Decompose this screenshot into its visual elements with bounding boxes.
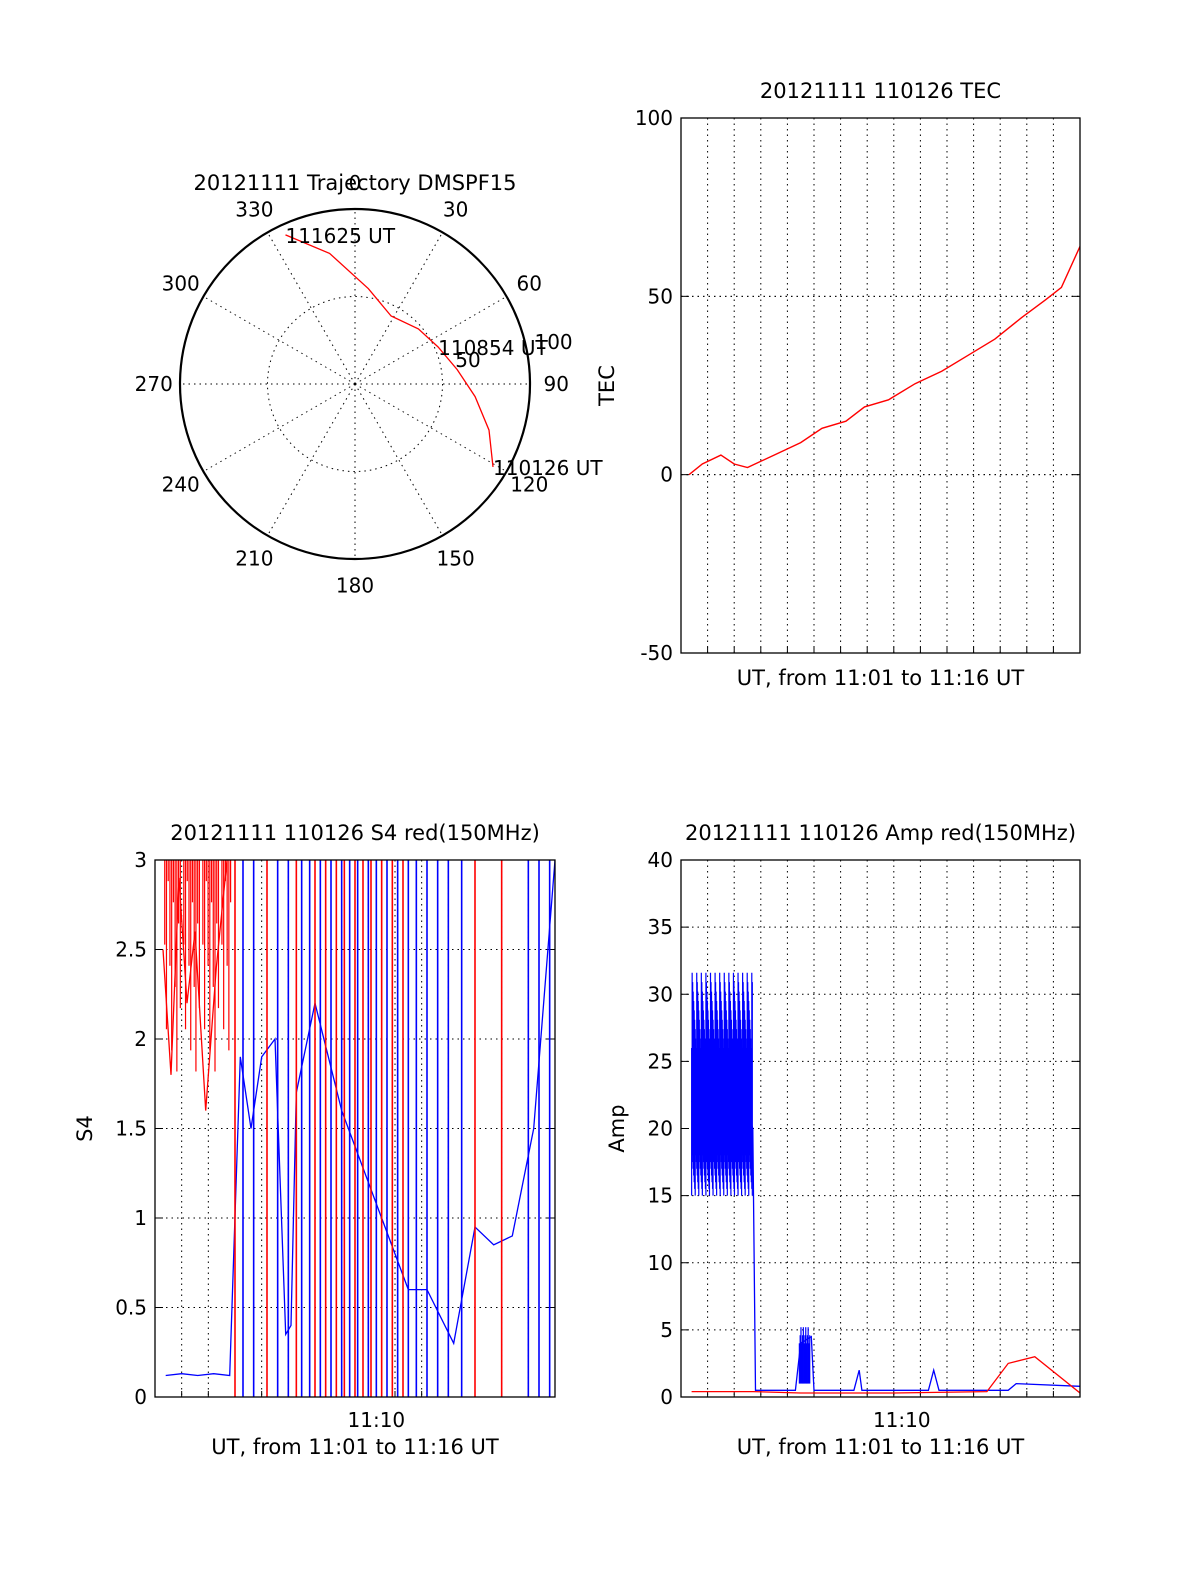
series-line-red	[162, 860, 228, 1111]
polar-angle-label: 0	[349, 171, 362, 195]
y-tick-label: 35	[648, 915, 673, 939]
series-group	[690, 972, 1080, 1394]
polar-angle-label: 240	[162, 473, 200, 497]
y-tick-label: 15	[648, 1184, 673, 1208]
y-tick-label: 0	[134, 1385, 147, 1409]
y-tick-label: 50	[648, 284, 673, 308]
series-group	[688, 246, 1080, 476]
polar-title: 20121111 Trajectory DMSPF15	[193, 171, 516, 195]
polar-angle-label: 330	[235, 198, 273, 222]
polar-spoke	[203, 383, 356, 472]
tec-line-plot: 20121111 110126 TEC -50 0 50 100 UT, from 11:…	[595, 79, 1081, 690]
s4-plot-title: 20121111 110126 S4 red(150MHz)	[170, 821, 540, 845]
polar-outer-circle	[178, 207, 532, 561]
polar-angle-label: 60	[517, 271, 542, 295]
s4-line-plot: 20121111 110126 S4 red(150MHz) 0 0.5 1 1.5 2 2…	[73, 821, 556, 1459]
polar-angle-label: 30	[443, 198, 468, 222]
y-axis-label: TEC	[595, 365, 619, 407]
y-tick-label: 0.5	[115, 1296, 147, 1320]
polar-angle-label: 270	[135, 372, 173, 396]
amp-plot-title: 20121111 110126 Amp red(150MHz)	[685, 821, 1076, 845]
y-tick-label: 1	[134, 1206, 147, 1230]
y-tick-label: 2	[134, 1027, 147, 1051]
y-tick-label: 20	[648, 1117, 673, 1141]
tec-plot-title: 20121111 110126 TEC	[760, 79, 1001, 103]
polar-angle-label: 120	[510, 473, 548, 497]
y-tick-label: 0	[660, 463, 673, 487]
polar-angle-label: 300	[162, 271, 200, 295]
y-tick-label: -50	[640, 641, 673, 665]
x-axis-label: UT, from 11:01 to 11:16 UT	[737, 1435, 1025, 1459]
x-axis-label: UT, from 11:01 to 11:16 UT	[211, 1435, 499, 1459]
plot-frame	[154, 859, 556, 1398]
y-axis-label: S4	[73, 1115, 97, 1142]
polar-angle-label: 150	[437, 546, 475, 570]
plot-frame	[680, 117, 1081, 654]
plot-frame	[680, 859, 1081, 1398]
polar-spoke	[354, 383, 443, 536]
y-tick-label: 0	[660, 1385, 673, 1409]
amp-line-plot: 20121111 110126 Amp red(150MHz) 0 5 10 15 20 2…	[605, 821, 1081, 1459]
polar-time-annotation: 110854 UT	[438, 336, 548, 360]
series-line-red	[691, 1355, 1080, 1394]
polar-angle-label: 180	[336, 573, 374, 597]
y-tick-label: 3	[134, 848, 147, 872]
x-tick-label: 11:10	[873, 1408, 931, 1432]
polar-spoke	[354, 383, 507, 472]
y-tick-label: 40	[648, 848, 673, 872]
y-tick-label: 1.5	[115, 1117, 147, 1141]
series-group	[162, 860, 555, 1397]
x-axis-label: UT, from 11:01 to 11:16 UT	[737, 666, 1025, 690]
polar-grid-circle-50	[267, 296, 443, 472]
polar-spoke	[267, 383, 356, 536]
polar-spoke	[267, 232, 356, 385]
x-tick-label: 11:10	[348, 1408, 406, 1432]
polar-time-annotation: 110126 UT	[493, 456, 603, 480]
y-tick-label: 100	[635, 106, 673, 130]
y-tick-label: 5	[660, 1318, 673, 1342]
polar-radial-label: 100	[534, 330, 572, 354]
y-tick-label: 10	[648, 1251, 673, 1275]
y-tick-label: 2.5	[115, 938, 147, 962]
polar-trajectory-line	[285, 234, 494, 467]
y-tick-label: 30	[648, 982, 673, 1006]
polar-angle-label: 210	[235, 546, 273, 570]
series-line-red	[688, 246, 1080, 476]
polar-radial-label: 50	[455, 348, 480, 372]
polar-angle-label: 90	[544, 372, 569, 396]
y-tick-label: 25	[648, 1049, 673, 1073]
polar-time-annotation: 111625 UT	[285, 224, 395, 248]
y-axis-label: Amp	[605, 1104, 629, 1152]
